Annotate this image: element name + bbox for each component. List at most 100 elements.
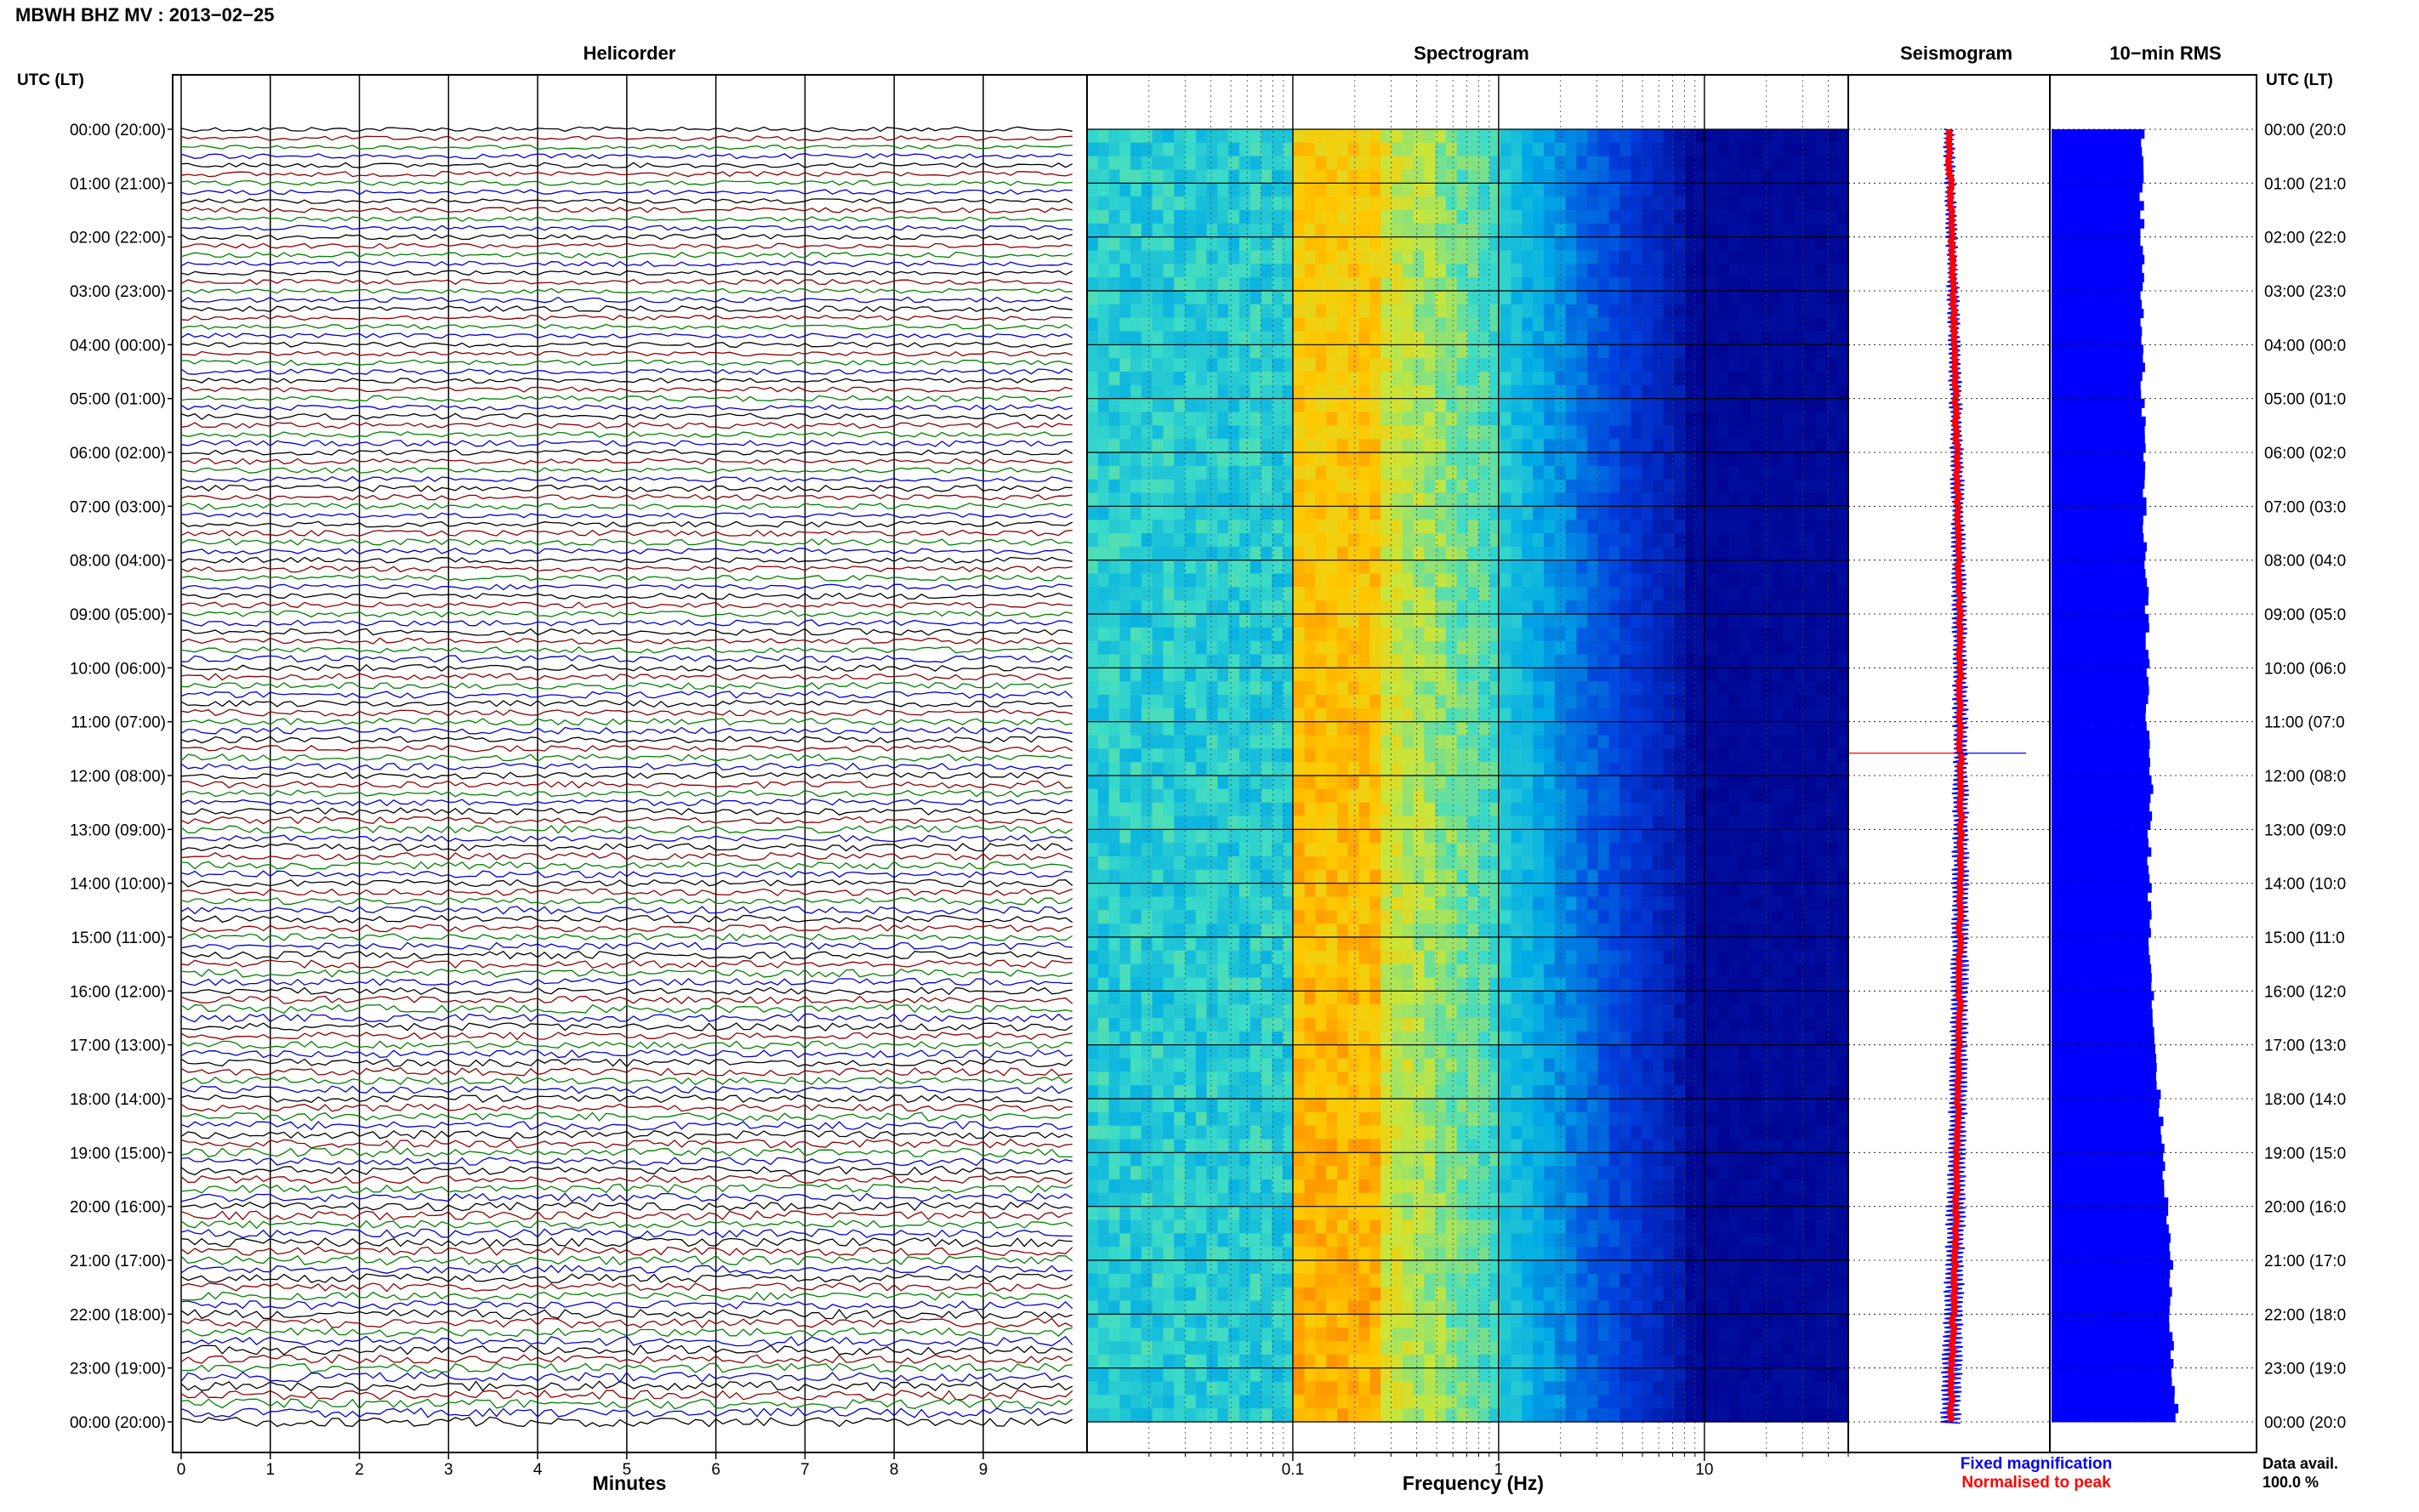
spectrogram-cell (1500, 142, 1512, 157)
spectrogram-cell (1392, 600, 1403, 615)
spectrogram-cell (1674, 668, 1686, 682)
spectrogram-cell (1130, 412, 1142, 426)
spectrogram-cell (1228, 129, 1240, 144)
spectrogram-cell (1174, 788, 1186, 804)
spectrogram-cell (1369, 788, 1381, 804)
spectrogram-cell (1619, 304, 1632, 319)
spectrogram-cell (1163, 384, 1175, 400)
spectrogram-cell (1815, 776, 1828, 790)
spectrogram-cell (1685, 762, 1697, 776)
spectrogram-cell (1217, 304, 1229, 319)
spectrogram-cell (1685, 869, 1697, 884)
spectrogram-cell (1642, 156, 1653, 171)
spectrogram-cell (1511, 776, 1523, 790)
spectrogram-cell (1347, 465, 1360, 480)
spectrogram-cell (1533, 695, 1545, 709)
spectrogram-cell (1152, 425, 1164, 440)
spectrogram-cell (1369, 681, 1381, 696)
spectrogram-cell (1108, 210, 1121, 225)
spectrogram-cell (1554, 963, 1567, 979)
spectrogram-cell (1837, 924, 1849, 938)
spectrogram-cell (1804, 372, 1817, 386)
spectrogram-cell (1685, 843, 1697, 857)
spectrogram-cell (1739, 695, 1751, 709)
spectrogram-cell (1489, 304, 1501, 319)
spectrogram-cell (1283, 546, 1295, 561)
spectrogram-cell (1478, 977, 1490, 992)
spectrogram-cell (1837, 883, 1849, 898)
spectrogram-cell (1674, 479, 1686, 494)
spectrogram-cell (1696, 748, 1708, 763)
spectrogram-cell (1685, 452, 1697, 467)
spectrogram-cell (1685, 991, 1697, 1005)
spectrogram-cell (1478, 264, 1490, 278)
spectrogram-cell (1652, 560, 1665, 575)
spectrogram-cell (1663, 816, 1676, 830)
spectrogram-cell (1511, 991, 1523, 1005)
spectrogram-cell (1489, 479, 1501, 494)
spectrogram-cell (1424, 910, 1436, 924)
spectrogram-cell (1261, 223, 1273, 238)
spectrogram-cell (1413, 708, 1426, 723)
spectrogram-cell (1326, 573, 1338, 588)
spectrogram-cell (1783, 668, 1795, 682)
spectrogram-cell (1511, 829, 1523, 844)
spectrogram-cell (1392, 1031, 1403, 1046)
spectrogram-cell (1087, 384, 1099, 400)
spectrogram-cell (1228, 963, 1240, 979)
spectrogram-cell (1619, 425, 1632, 440)
spectrogram-cell (1728, 708, 1740, 723)
spectrogram-cell (1544, 910, 1556, 924)
spectrogram-cell (1837, 1031, 1849, 1046)
spectrogram-cell (1619, 560, 1632, 575)
spectrogram-cell (1141, 640, 1153, 656)
spectrogram-cell (1804, 479, 1817, 494)
spectrogram-cell (1804, 1004, 1817, 1019)
spectrogram-cell (1228, 169, 1240, 184)
spectrogram-cell (1206, 963, 1219, 979)
spectrogram-cell (1152, 304, 1164, 319)
spectrogram-cell (1424, 452, 1436, 467)
spectrogram-cell (1826, 344, 1838, 359)
spectrogram-cell (1728, 1004, 1740, 1019)
spectrogram-cell (1652, 587, 1665, 601)
spectrogram-cell (1478, 533, 1490, 548)
spectrogram-cell (1315, 802, 1328, 817)
spectrogram-cell (1087, 439, 1099, 453)
spectrogram-cell (1402, 169, 1414, 184)
spectrogram-cell (1772, 735, 1784, 749)
spectrogram-cell (1217, 210, 1229, 225)
spectrogram-cell (1326, 654, 1338, 668)
spectrogram-cell (1272, 304, 1283, 319)
spectrogram-cell (1674, 358, 1686, 372)
spectrogram-cell (1554, 372, 1567, 386)
spectrogram-cell (1337, 991, 1349, 1005)
spectrogram-cell (1619, 277, 1632, 292)
spectrogram-cell (1467, 196, 1480, 211)
spectrogram-cell (1511, 614, 1523, 628)
spectrogram-cell (1608, 291, 1621, 305)
spectrogram-cell (1837, 963, 1849, 979)
spectrogram-cell (1826, 331, 1838, 345)
spectrogram-cell (1794, 384, 1806, 400)
spectrogram-cell (1347, 183, 1360, 197)
spectrogram-cell (1587, 358, 1599, 372)
spectrogram-cell (1761, 924, 1773, 938)
spectrogram-cell (1315, 843, 1328, 857)
spectrogram-cell (1608, 654, 1621, 668)
spectrogram-cell (1533, 372, 1545, 386)
spectrogram-cell (1619, 640, 1632, 656)
spectrogram-cell (1489, 762, 1501, 776)
spectrogram-cell (1087, 802, 1099, 817)
spectrogram-cell (1413, 277, 1426, 292)
spectrogram-cell (1087, 991, 1099, 1005)
spectrogram-cell (1794, 439, 1806, 453)
spectrogram-cell (1326, 869, 1338, 884)
spectrogram-cell (1304, 776, 1317, 790)
spectrogram-cell (1522, 991, 1534, 1005)
spectrogram-cell (1522, 640, 1534, 656)
spectrogram-cell (1706, 264, 1719, 278)
spectrogram-cell (1435, 1004, 1447, 1019)
spectrogram-cell (1152, 196, 1164, 211)
spectrogram-cell (1195, 776, 1208, 790)
